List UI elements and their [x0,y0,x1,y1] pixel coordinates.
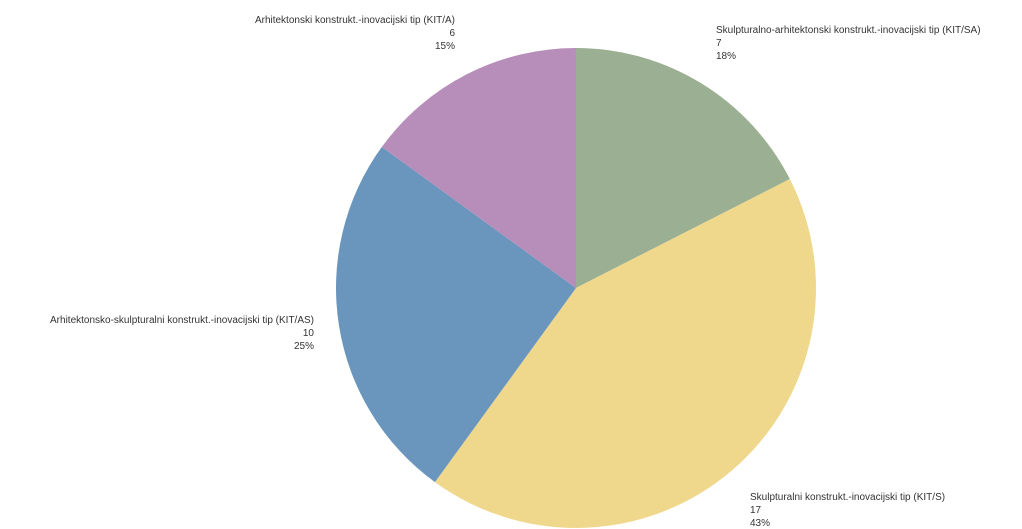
slice-label-kit-a-percent: 15% [435,41,455,52]
slice-kit-a [381,48,576,288]
slice-label-kit-s: Skulpturalni konstrukt.-inovacijski tip … [750,492,945,529]
slice-kit-as [336,146,576,483]
slice-label-kit-as-percent: 25% [294,341,314,352]
slice-kit-s [434,179,816,528]
slice-label-kit-a-name: Arhitektonski konstrukt.-inovacijski tip… [255,15,455,26]
slice-label-kit-sa-percent: 18% [716,51,736,62]
slice-label-kit-as: Arhitektonsko-skulpturalni konstrukt.-in… [50,315,314,352]
slice-label-kit-s-value: 17 [750,505,762,516]
slice-label-kit-s-percent: 43% [750,518,770,529]
slice-label-kit-a-value: 6 [449,28,455,39]
slice-label-kit-a: Arhitektonski konstrukt.-inovacijski tip… [255,15,456,52]
slice-label-kit-as-value: 10 [303,328,315,339]
slice-label-kit-sa-value: 7 [716,38,722,49]
pie-slices [336,48,816,528]
slice-label-kit-as-name: Arhitektonsko-skulpturalni konstrukt.-in… [50,315,314,326]
slice-label-kit-s-name: Skulpturalni konstrukt.-inovacijski tip … [750,492,945,503]
slice-label-kit-sa: Skulpturalno-arhitektonski konstrukt.-in… [716,25,981,62]
slice-kit-sa [576,48,790,288]
slice-label-kit-sa-name: Skulpturalno-arhitektonski konstrukt.-in… [716,25,981,36]
